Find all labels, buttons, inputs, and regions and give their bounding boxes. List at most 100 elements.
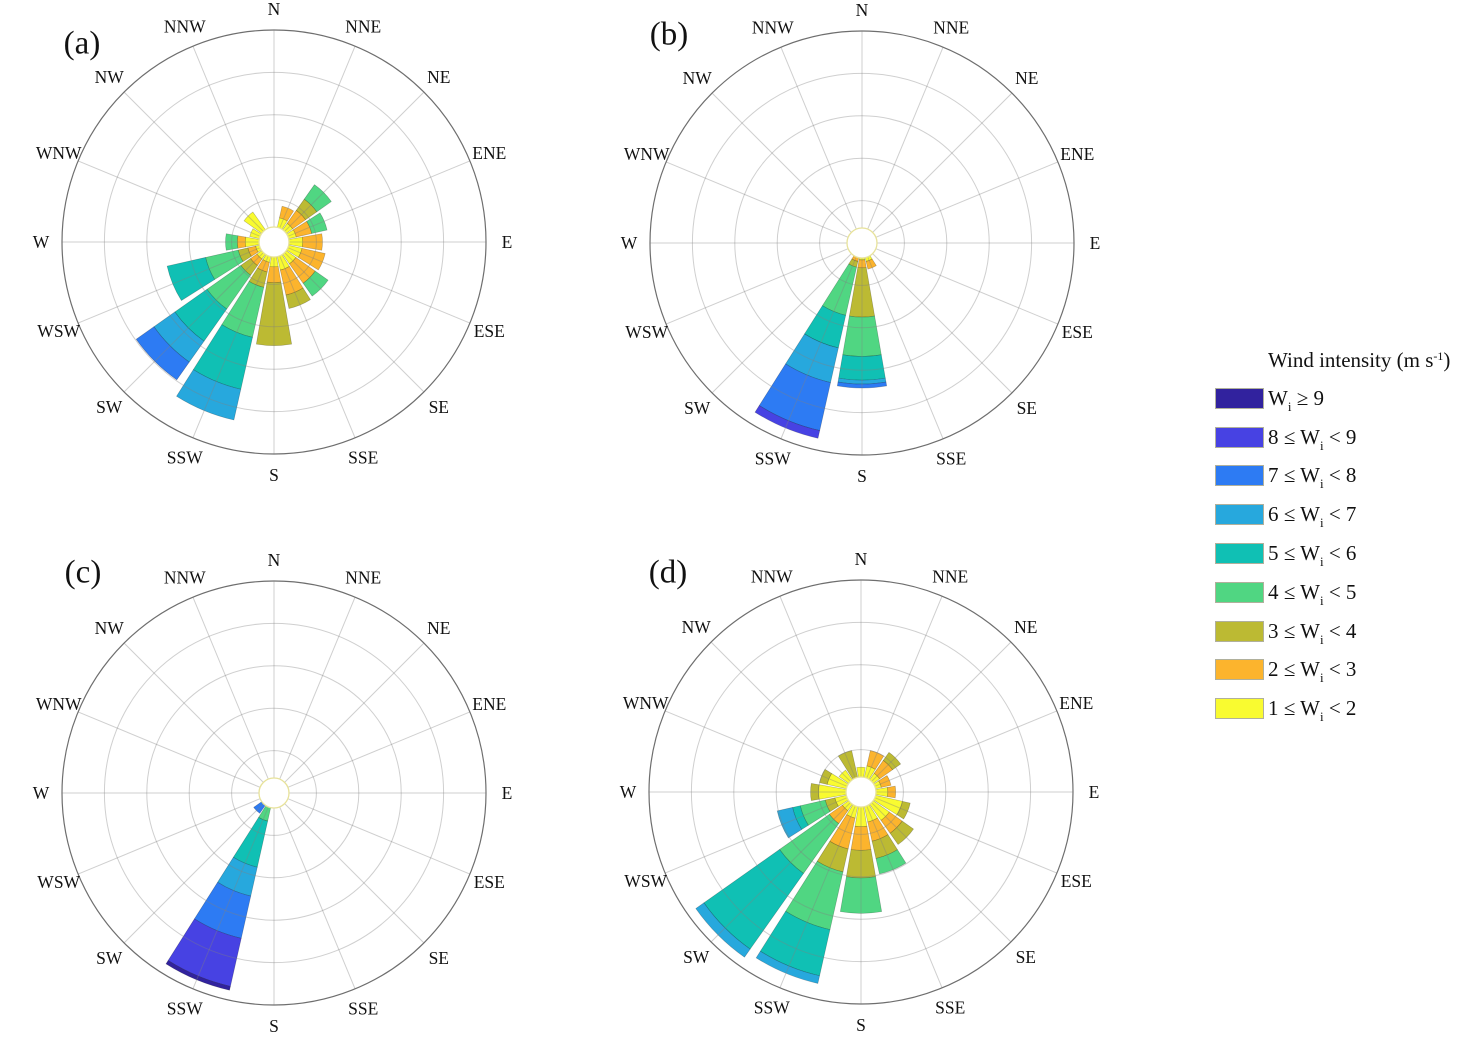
petal-SSW-b6 bbox=[176, 369, 242, 421]
direction-labels: N NNE NE ENE E ESE SE SSE S SSW SW WSW W WNW NW NNW bbox=[621, 0, 1101, 486]
grid-spoke bbox=[287, 798, 471, 875]
grid-spoke bbox=[287, 247, 471, 324]
direction-labels: N NNE NE ENE E ESE SE SSE S SSW SW WSW W WNW NW NNW bbox=[33, 550, 513, 1036]
grid-spoke bbox=[871, 641, 1012, 782]
grid-ring bbox=[690, 621, 1032, 963]
petal-W-b3 bbox=[810, 783, 820, 801]
grid-ring bbox=[818, 749, 904, 835]
direction-label-N: N bbox=[856, 0, 869, 20]
legend-entry-label: 3 ≤ Wi < 4 bbox=[1268, 618, 1357, 647]
direction-label-WNW: WNW bbox=[36, 143, 82, 163]
petals bbox=[754, 255, 888, 439]
direction-label-SSW: SSW bbox=[755, 448, 791, 468]
direction-label-SE: SE bbox=[1017, 398, 1037, 418]
grid-spoke bbox=[123, 252, 264, 393]
grid-spoke bbox=[710, 641, 851, 782]
legend-entry: 2 ≤ Wi < 3 bbox=[1215, 651, 1478, 690]
grid-spoke bbox=[279, 255, 356, 439]
direction-label-W: W bbox=[33, 783, 50, 803]
grid-spoke bbox=[77, 711, 261, 788]
grid-ring bbox=[231, 750, 317, 836]
direction-label-NW: NW bbox=[95, 618, 125, 638]
windrose-panel-c: N NNE NE ENE E ESE SE SSE S SSW SW WSW W WNW NW NNW bbox=[33, 550, 513, 1036]
legend-entry-label: 8 ≤ Wi < 9 bbox=[1268, 424, 1357, 453]
legend-entry-label: 1 ≤ Wi < 2 bbox=[1268, 696, 1357, 725]
outer-circle bbox=[648, 579, 1074, 1005]
windrose-panel-d: N NNE NE ENE E ESE SE SSE S SSW SW WSW W WNW NW NNW bbox=[620, 549, 1100, 1035]
direction-label-NNE: NNE bbox=[932, 567, 968, 587]
grid-spoke bbox=[875, 161, 1059, 238]
direction-label-SSE: SSE bbox=[348, 447, 378, 467]
grid-spoke bbox=[866, 595, 943, 779]
direction-label-NE: NE bbox=[1015, 68, 1038, 88]
polar-grid bbox=[61, 29, 487, 455]
direction-label-S: S bbox=[269, 1016, 279, 1036]
grid-ring bbox=[231, 199, 317, 285]
legend-swatch bbox=[1215, 698, 1264, 720]
direction-label-WSW: WSW bbox=[624, 871, 667, 891]
legend-entry-label: 7 ≤ Wi < 8 bbox=[1268, 463, 1357, 492]
direction-label-E: E bbox=[502, 232, 513, 252]
direction-label-NNE: NNE bbox=[933, 18, 969, 38]
legend-swatch bbox=[1215, 387, 1264, 409]
direction-label-E: E bbox=[1090, 233, 1101, 253]
grid-spoke bbox=[872, 253, 1013, 394]
petal-WSW-b5 bbox=[166, 257, 216, 301]
legend-entry: 5 ≤ Wi < 6 bbox=[1215, 534, 1478, 573]
legend-title: Wind intensity (m s-1) bbox=[1268, 348, 1451, 372]
petal-S-b3 bbox=[256, 281, 292, 346]
grid-spoke bbox=[779, 805, 856, 989]
petal-SSW-b6 bbox=[755, 950, 820, 984]
grid-ring bbox=[188, 156, 360, 328]
legend-entry: 7 ≤ Wi < 8 bbox=[1215, 457, 1478, 496]
center-hole bbox=[845, 776, 877, 808]
direction-label-NNW: NNW bbox=[164, 17, 206, 37]
legend-swatch bbox=[1215, 504, 1264, 526]
panel-label-d: (d) bbox=[648, 554, 688, 591]
petal-WSW-b6 bbox=[776, 807, 803, 839]
direction-label-SE: SE bbox=[1016, 947, 1036, 967]
polar-grid bbox=[61, 580, 487, 1006]
grid-spoke bbox=[284, 803, 425, 944]
petal-S-b7 bbox=[836, 381, 888, 389]
direction-label-ESE: ESE bbox=[474, 321, 505, 341]
legend-swatch bbox=[1215, 620, 1264, 642]
grid-spoke bbox=[665, 248, 849, 325]
grid-spoke bbox=[867, 46, 944, 230]
grid-spoke bbox=[192, 255, 269, 439]
grid-spoke bbox=[123, 91, 264, 232]
legend-rows: Wi ≥ 9 8 ≤ Wi < 9 7 ≤ Wi < 8 6 ≤ Wi < 7 5 ≤ … bbox=[1215, 379, 1478, 728]
grid-ring bbox=[691, 72, 1033, 414]
grid-spoke bbox=[279, 45, 356, 229]
direction-label-S: S bbox=[857, 466, 867, 486]
petal-SSW-b8 bbox=[754, 405, 821, 439]
grid-spoke bbox=[779, 595, 856, 779]
legend-entry-label: 5 ≤ Wi < 6 bbox=[1268, 541, 1357, 570]
petal-ESE-b2 bbox=[297, 247, 326, 271]
legend-entry-label: Wi ≥ 9 bbox=[1268, 385, 1324, 414]
direction-label-NE: NE bbox=[427, 618, 450, 638]
grid-spoke bbox=[711, 253, 852, 394]
petal-ESE-b3 bbox=[896, 801, 911, 820]
petal-SE-b3 bbox=[889, 820, 914, 845]
direction-label-WNW: WNW bbox=[623, 693, 669, 713]
grid-spoke bbox=[867, 256, 944, 440]
direction-label-SSW: SSW bbox=[167, 998, 203, 1018]
grid-ring bbox=[103, 622, 445, 964]
grid-spoke bbox=[287, 711, 471, 788]
direction-label-SE: SE bbox=[429, 948, 449, 968]
grid-spoke bbox=[872, 92, 1013, 233]
grid-ring bbox=[188, 707, 360, 879]
direction-label-ESE: ESE bbox=[1062, 322, 1093, 342]
direction-label-SW: SW bbox=[96, 397, 123, 417]
petal-SW-b6 bbox=[695, 902, 751, 958]
petal-E-b2 bbox=[302, 233, 323, 251]
legend-entry: 4 ≤ Wi < 5 bbox=[1215, 573, 1478, 612]
petal-NE-b3 bbox=[882, 751, 902, 771]
grid-spoke bbox=[284, 91, 425, 232]
grid-spoke bbox=[866, 805, 943, 989]
direction-label-SE: SE bbox=[429, 397, 449, 417]
grid-spoke bbox=[77, 247, 261, 324]
direction-label-WSW: WSW bbox=[37, 321, 80, 341]
